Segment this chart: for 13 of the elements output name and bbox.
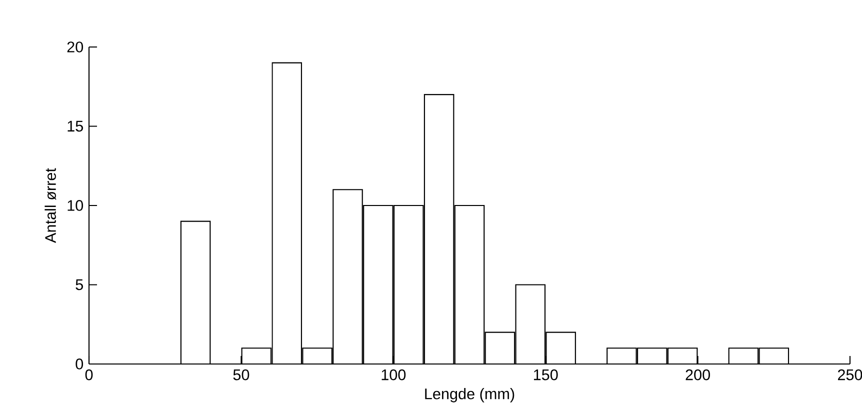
y-tick-label: 20 — [67, 42, 84, 52]
y-tick-label: 5 — [76, 279, 83, 290]
y-tick-label: 0 — [76, 358, 84, 370]
x-tick-label: 150 — [534, 369, 558, 380]
x-tick-label: 0 — [85, 369, 93, 380]
x-tick-label: 250 — [838, 369, 862, 380]
x-tick-label: 100 — [382, 369, 406, 380]
y-tick-label: 15 — [68, 120, 83, 132]
y-axis-title: Antall ørret — [44, 168, 56, 243]
x-tick-label: 200 — [686, 369, 710, 380]
x-tick-label: 50 — [233, 369, 250, 380]
x-axis-title: Lengde (mm) — [425, 388, 514, 402]
y-tick-label: 10 — [68, 200, 84, 211]
